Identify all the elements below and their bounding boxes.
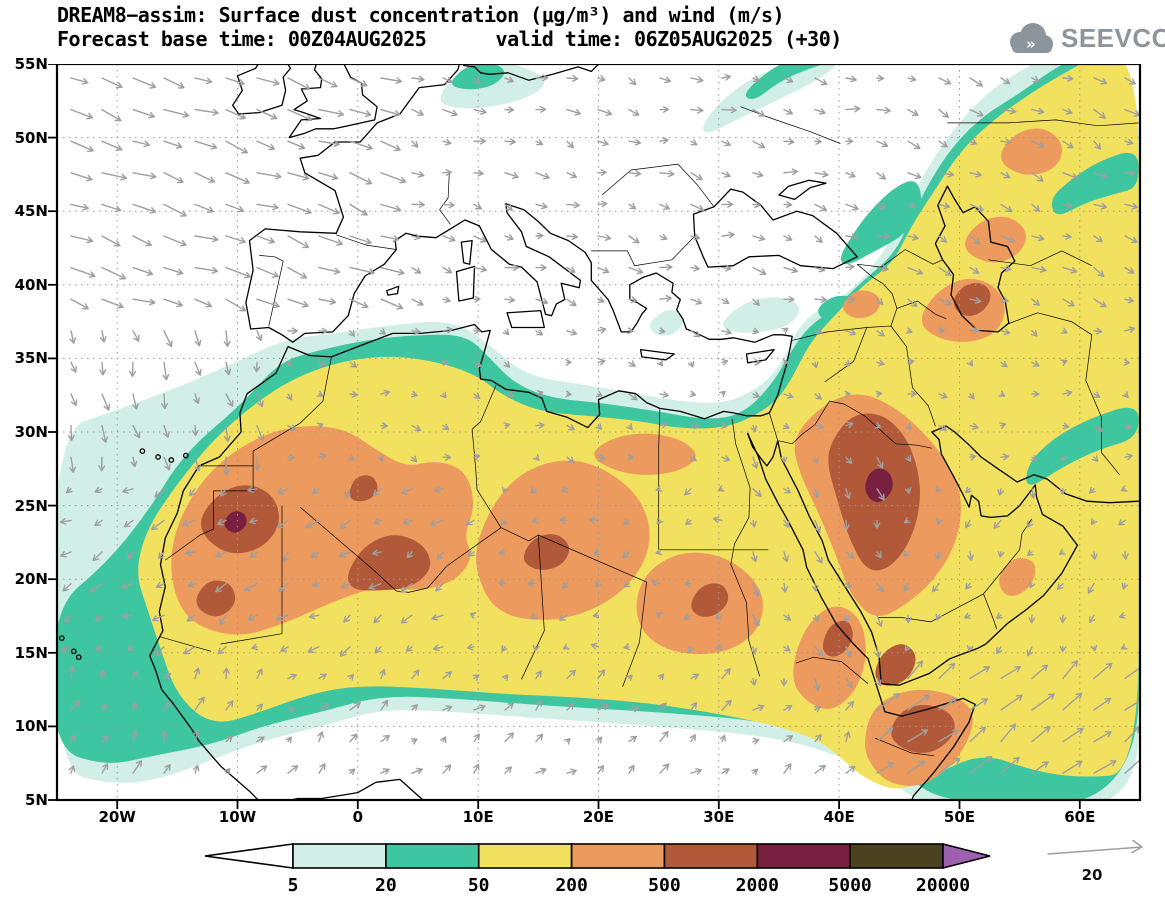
colorbar-segment (570, 843, 666, 869)
map-frame (55, 64, 1142, 802)
lat-label: 5N (25, 791, 48, 809)
logo-text: SEEVCCC (1061, 22, 1165, 53)
dust-region (348, 535, 431, 591)
dust-concentration-map (48, 64, 1142, 809)
lon-label: 30E (703, 808, 735, 826)
wind-reference: 20 (1047, 839, 1143, 884)
lat-label: 35N (14, 349, 48, 368)
dust-region (1051, 152, 1139, 215)
dust-region (196, 580, 236, 617)
forecast-time-subtitle: Forecast base time: 00Z04AUG2025 valid t… (57, 27, 842, 51)
colorbar-label: 5 (288, 875, 299, 896)
colorbar-label: 2000 (736, 875, 779, 896)
colorbar-legend: 5 20 50 200 500 2000 5000 20000 (204, 842, 991, 896)
lat-label: 30N (14, 423, 48, 441)
colorbar-label: 20000 (916, 875, 970, 896)
lat-label: 55N (14, 55, 48, 73)
wind-reference-label: 20 (1082, 866, 1103, 884)
dust-region (649, 310, 684, 336)
lon-label: 60E (1064, 808, 1096, 826)
lat-label: 50N (14, 128, 48, 147)
lat-label: 25N (14, 496, 48, 515)
dust-region (843, 290, 880, 319)
lon-label: 50E (943, 808, 976, 826)
colorbar-segment (477, 843, 573, 869)
colorbar-segment (849, 843, 944, 869)
dust-region (722, 297, 799, 333)
dust-region (840, 181, 922, 265)
dust-region (703, 64, 837, 133)
map-plot-area (47, 64, 1150, 811)
wind-arrows (59, 73, 1140, 776)
seevccc-logo: » SEEVCCC (1002, 20, 1165, 56)
lat-label: 40N (14, 275, 48, 294)
lon-label: 10W (218, 808, 257, 826)
colorbar-above-arrow (942, 842, 991, 870)
dust-region (349, 475, 378, 502)
colorbar-segment (385, 843, 480, 869)
dust-region (999, 557, 1036, 597)
dust-region (965, 216, 1026, 263)
lon-label: 40E (823, 808, 855, 826)
colorbar-label: 500 (648, 875, 681, 896)
page-title: DREAM8−assim: Surface dust concentration… (57, 3, 785, 27)
dust-region (822, 620, 853, 657)
coastlines (58, 64, 1140, 800)
graticule (57, 64, 1140, 800)
dust-region (594, 433, 696, 475)
dust-region (1026, 407, 1139, 485)
lon-label: 20W (98, 808, 136, 826)
lat-label: 20N (14, 570, 48, 589)
dust-region (875, 644, 916, 686)
lat-label: 10N (14, 717, 48, 736)
colorbar-segment (292, 843, 387, 869)
colorbar-below-arrow (204, 843, 294, 869)
dust-regions (57, 64, 1139, 800)
dust-region (224, 511, 247, 533)
lat-label: 45N (14, 202, 48, 221)
cloud-icon: » (1010, 23, 1053, 53)
lon-label: 0 (352, 808, 364, 826)
axis-ticks (48, 64, 1081, 809)
colorbar-label: 5000 (828, 875, 871, 896)
lat-label: 15N (14, 643, 48, 662)
country-borders (159, 106, 1139, 757)
lon-label: 20E (582, 808, 615, 826)
svg-text:»: » (1026, 35, 1036, 53)
dust-region (745, 64, 825, 99)
colorbar-segment (663, 843, 759, 869)
wind-reference-arrow (1047, 839, 1143, 855)
colorbar-segment (756, 843, 851, 869)
colorbar-label: 200 (555, 875, 588, 896)
colorbar-label: 50 (468, 875, 490, 896)
dust-region (691, 583, 729, 617)
colorbar-label: 20 (375, 875, 397, 896)
dust-region (865, 468, 893, 502)
lon-label: 10E (462, 808, 494, 826)
dust-region (1001, 128, 1063, 175)
